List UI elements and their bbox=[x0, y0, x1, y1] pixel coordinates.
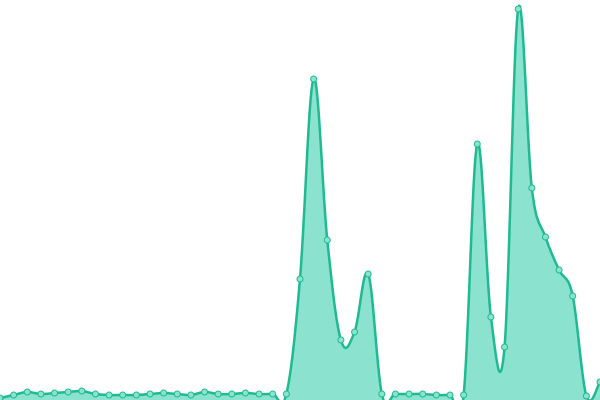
data-point bbox=[255, 390, 263, 398]
data-point bbox=[351, 328, 359, 336]
data-point bbox=[596, 378, 600, 386]
data-point bbox=[419, 390, 427, 398]
data-point bbox=[132, 391, 140, 399]
data-point bbox=[569, 292, 577, 300]
data-point bbox=[146, 390, 154, 398]
area-line bbox=[0, 4, 600, 400]
data-point bbox=[487, 313, 495, 321]
data-point bbox=[364, 270, 372, 278]
data-point bbox=[446, 391, 454, 399]
data-point bbox=[201, 388, 209, 396]
data-point bbox=[173, 390, 181, 398]
data-point bbox=[405, 390, 413, 398]
data-point bbox=[460, 391, 468, 399]
data-point bbox=[555, 266, 563, 274]
data-point bbox=[10, 391, 18, 399]
data-point bbox=[501, 343, 509, 351]
data-point bbox=[310, 75, 318, 83]
data-point bbox=[269, 390, 277, 398]
data-point bbox=[214, 390, 222, 398]
data-point bbox=[241, 389, 249, 397]
data-point bbox=[78, 387, 86, 395]
data-point bbox=[119, 391, 127, 399]
data-point bbox=[528, 184, 536, 192]
data-point bbox=[582, 392, 590, 400]
data-point bbox=[23, 388, 31, 396]
data-point bbox=[51, 389, 59, 397]
data-point bbox=[105, 391, 113, 399]
data-point bbox=[91, 390, 99, 398]
data-point bbox=[187, 391, 195, 399]
area-fill bbox=[0, 5, 600, 400]
data-point bbox=[64, 388, 72, 396]
data-point bbox=[37, 390, 45, 398]
data-point bbox=[473, 140, 481, 148]
data-point bbox=[323, 236, 331, 244]
data-point bbox=[228, 390, 236, 398]
data-point bbox=[0, 394, 4, 400]
data-point bbox=[378, 390, 386, 398]
data-point bbox=[337, 336, 345, 344]
data-point bbox=[514, 5, 522, 13]
data-point bbox=[391, 390, 399, 398]
data-point bbox=[296, 275, 304, 283]
data-point bbox=[432, 391, 440, 399]
data-point bbox=[541, 233, 549, 241]
data-point bbox=[282, 390, 290, 398]
data-point bbox=[160, 389, 168, 397]
